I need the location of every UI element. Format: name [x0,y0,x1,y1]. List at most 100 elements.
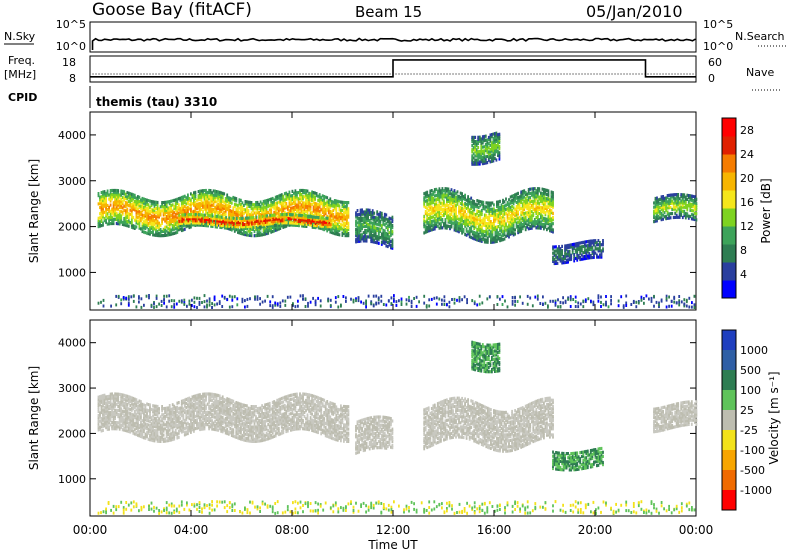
range-cell [123,296,125,299]
range-cell [305,297,307,300]
range-cell [385,213,387,216]
range-cell [680,193,682,196]
range-cell [206,306,208,309]
freq-label: Freq. [8,54,35,67]
range-cell [156,297,158,300]
range-cell [115,295,117,298]
range-cell [211,302,213,305]
range-cell [538,187,540,190]
range-cell [335,296,337,299]
range-cell [125,209,127,212]
range-cell [231,305,233,308]
range-cell [134,225,136,228]
range-cell [184,213,186,216]
range-cell [508,221,510,224]
range-cell [276,212,278,215]
range-cell [680,199,682,202]
range-cell [295,305,297,308]
date-title: 05/Jan/2010 [586,2,683,21]
range-cell [100,301,102,304]
range-cell [114,218,116,221]
range-cell [302,298,304,301]
range-cell [256,226,258,229]
range-cell [477,150,479,153]
range-cell [337,306,339,309]
range-cell [337,223,339,226]
freq-top-tick: 18 [62,56,76,69]
range-cell [194,296,196,299]
nsearch-label: N.Search [735,30,785,43]
range-cell [696,218,698,221]
range-cell [305,305,307,308]
range-cell [185,202,187,205]
range-cell [134,219,136,222]
range-cell [185,196,187,199]
freq-bottom-tick: 8 [69,72,76,85]
range-cell [231,296,233,299]
range-cell [467,195,469,198]
range-cell [257,201,259,204]
range-cell [168,300,170,303]
range-cell [590,240,592,243]
range-cell [199,297,201,300]
range-cell [266,199,268,202]
range-cell [307,219,309,222]
range-cell [247,217,249,220]
range-cell [477,136,479,139]
range-cell [348,207,350,210]
range-cell [236,217,238,220]
range-cell [514,232,516,235]
range-cell [367,209,369,212]
range-cell [498,231,500,234]
range-cell [98,302,100,305]
range-cell [661,212,663,215]
range-cell [320,299,322,302]
range-cell [327,299,329,302]
range-cell [307,305,309,308]
range-cell [146,295,148,298]
range-cell [189,303,191,306]
range-cell [155,226,157,229]
range-cell [387,245,389,248]
range-cell [214,296,216,299]
range-cell [330,223,332,226]
range-cell [330,304,332,307]
range-cell [128,295,130,298]
range-cell [677,193,679,196]
range-cell [579,241,581,244]
range-cell [153,306,155,309]
range-cell [315,299,317,302]
range-cell [478,218,480,221]
range-cell [378,242,380,245]
range-cell [289,191,291,194]
range-cell [151,304,153,307]
range-cell [560,247,562,250]
range-cell [219,300,221,303]
range-cell [514,228,516,231]
range-cell [326,196,328,199]
range-cell [235,197,237,200]
range-cell [428,221,430,224]
range-cell [376,210,378,213]
range-cell [216,303,218,306]
nave-bottom-tick: 0 [708,72,715,85]
range-cell [104,217,106,220]
range-cell [176,303,178,306]
range-cell [297,305,299,308]
range-cell [231,299,233,302]
range-cell [254,295,256,298]
range-cell [256,220,258,223]
range-cell [493,203,495,206]
range-cell [181,299,183,302]
range-cell [110,204,112,207]
range-cell [133,294,135,297]
range-cell [519,216,521,219]
range-cell [134,200,136,203]
range-cell [458,218,460,221]
range-cell [458,222,460,225]
range-cell [696,198,698,201]
range-cell [221,216,223,219]
range-cell [327,223,329,226]
range-cell [110,305,112,308]
range-cell [310,301,312,304]
